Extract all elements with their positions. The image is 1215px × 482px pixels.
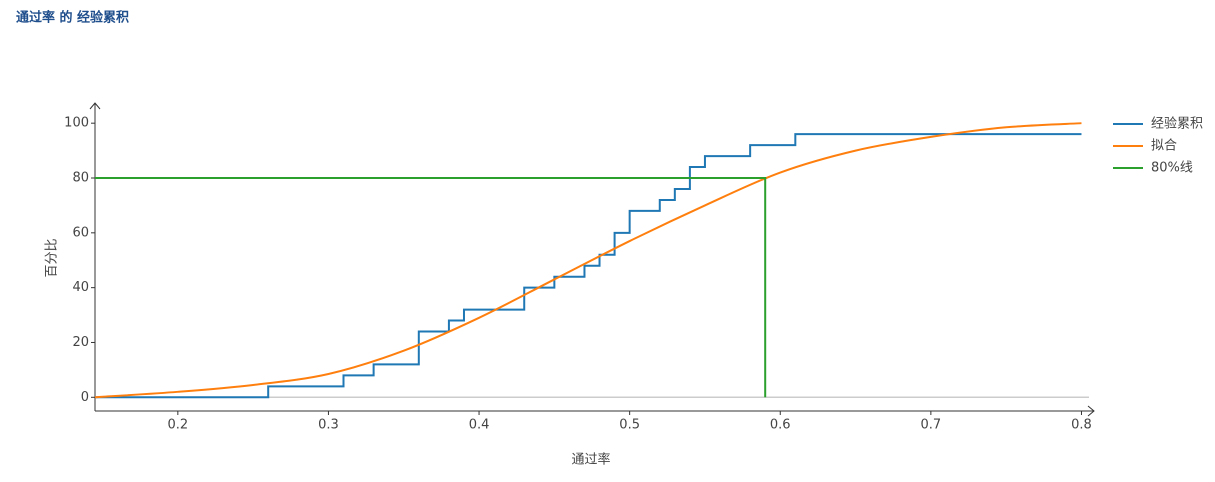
x-tick-label: 0.6	[770, 418, 791, 433]
legend-label: 80%线	[1151, 161, 1193, 176]
x-tick-label: 0.5	[619, 418, 640, 433]
series-line	[94, 122, 1082, 399]
x-tick-label: 0.4	[469, 418, 490, 433]
x-axis-label: 通过率	[571, 452, 610, 468]
y-tick-label: 20	[72, 335, 89, 350]
x-tick-label: 0.8	[1071, 418, 1092, 433]
y-tick-label: 40	[72, 280, 89, 295]
x-axis-arrow	[1087, 405, 1095, 417]
series-line	[95, 177, 767, 398]
y-tick-label: 60	[72, 225, 89, 240]
x-tick-label: 0.2	[167, 418, 188, 433]
series-line	[95, 133, 1082, 399]
chart-title: 通过率 的 经验累积	[16, 10, 129, 26]
y-axis-label: 百分比	[45, 238, 60, 277]
y-tick-label: 0	[81, 390, 89, 405]
x-tick-label: 0.7	[921, 418, 942, 433]
legend-label: 拟合	[1151, 139, 1177, 154]
legend-label: 经验累积	[1151, 116, 1203, 132]
y-tick-label: 100	[64, 116, 89, 131]
y-axis-arrow	[89, 102, 101, 110]
x-tick-label: 0.3	[318, 418, 339, 433]
y-tick-label: 80	[72, 171, 89, 186]
